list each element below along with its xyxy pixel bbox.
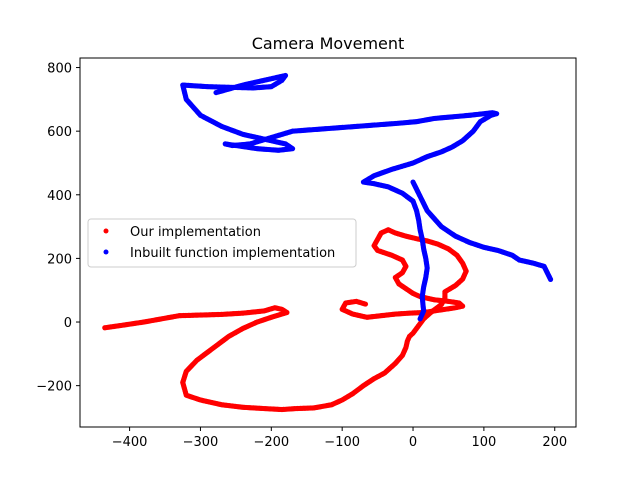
y-tick-label: 0 xyxy=(64,316,72,331)
our-implementation-point xyxy=(362,301,369,307)
x-tick-label: 100 xyxy=(471,435,496,450)
chart-title: Camera Movement xyxy=(252,34,405,53)
x-axis: −400 −300 −200 −100 0 100 200 xyxy=(112,427,567,450)
y-axis: −200 0 200 400 600 800 xyxy=(36,62,80,395)
y-tick-label: −200 xyxy=(36,380,72,395)
x-tick-label: −100 xyxy=(324,435,360,450)
y-tick-label: 800 xyxy=(47,62,72,77)
x-tick-label: −200 xyxy=(253,435,289,450)
plot-frame xyxy=(79,57,577,428)
y-tick-label: 600 xyxy=(47,125,72,140)
x-tick-label: −400 xyxy=(112,435,148,450)
x-tick-label: −300 xyxy=(183,435,219,450)
legend-box xyxy=(87,218,357,268)
data-points-layer xyxy=(102,72,554,413)
inbuilt-implementation-point xyxy=(547,276,554,282)
legend: Our implementation Inbuilt function impl… xyxy=(87,218,357,268)
legend-label-our-implementation: Our implementation xyxy=(130,225,261,240)
legend-marker-inbuilt-implementation xyxy=(103,249,109,255)
y-tick-label: 200 xyxy=(47,252,72,267)
legend-marker-our-implementation xyxy=(103,228,109,234)
inbuilt-implementation-point xyxy=(213,89,219,96)
legend-label-inbuilt-implementation: Inbuilt function implementation xyxy=(130,246,335,261)
x-tick-label: 0 xyxy=(409,435,417,450)
x-tick-label: 200 xyxy=(542,435,567,450)
y-tick-label: 400 xyxy=(47,189,72,204)
